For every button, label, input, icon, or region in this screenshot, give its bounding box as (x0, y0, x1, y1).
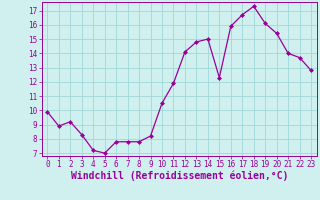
X-axis label: Windchill (Refroidissement éolien,°C): Windchill (Refroidissement éolien,°C) (70, 171, 288, 181)
